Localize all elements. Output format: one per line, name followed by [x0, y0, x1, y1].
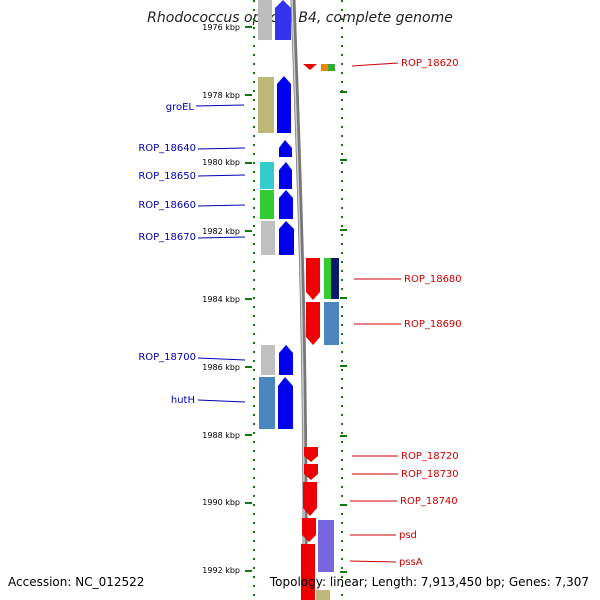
gene-label-rop-18720[interactable]: ROP_18720 [401, 451, 459, 462]
left-labels: groEL ROP_18640 ROP_18650 ROP_18660 ROP_… [138, 102, 196, 406]
connector [197, 174, 246, 177]
left-gene-arrows [275, 0, 294, 429]
gene-arrow[interactable] [303, 64, 317, 70]
left-label-lines [195, 104, 246, 403]
gene-label-rop-18730[interactable]: ROP_18730 [401, 469, 459, 480]
right-ticks [340, 91, 347, 573]
gene-label-rop-18680[interactable]: ROP_18680 [404, 274, 462, 285]
connector [197, 236, 246, 239]
gene-box[interactable] [324, 258, 331, 299]
gene-box[interactable] [259, 377, 275, 429]
right-feature-track [316, 64, 339, 600]
gene-label-rop-18700[interactable]: ROP_18700 [138, 352, 196, 363]
kbp-label: 1978 kbp [202, 91, 240, 100]
kbp-label: 1992 kbp [202, 566, 240, 575]
connector [197, 204, 246, 207]
gene-arrow[interactable] [277, 76, 291, 133]
connector [195, 104, 245, 107]
kbp-label: 1982 kbp [202, 227, 240, 236]
gene-box[interactable] [258, 0, 272, 40]
kbp-label: 1980 kbp [202, 158, 240, 167]
gene-arrow[interactable] [275, 0, 291, 40]
gene-box[interactable] [261, 345, 275, 375]
right-label-lines [349, 62, 401, 563]
kbp-label: 1976 kbp [202, 23, 240, 32]
guide-lines [253, 0, 343, 600]
gene-arrow[interactable] [306, 258, 320, 300]
gene-arrow[interactable] [302, 518, 316, 542]
gene-arrow[interactable] [279, 140, 292, 157]
gene-box[interactable] [261, 221, 275, 255]
gene-box[interactable] [324, 302, 339, 345]
gene-label-rop-18660[interactable]: ROP_18660 [138, 200, 196, 211]
gene-arrow[interactable] [279, 221, 294, 255]
gene-arrow[interactable] [304, 447, 318, 462]
gene-label-rop-18650[interactable]: ROP_18650 [138, 171, 196, 182]
gene-label-rop-18740[interactable]: ROP_18740 [400, 496, 458, 507]
gene-label-rop-18670[interactable]: ROP_18670 [138, 232, 196, 243]
kbp-label: 1988 kbp [202, 431, 240, 440]
gene-label-rop-18640[interactable]: ROP_18640 [138, 143, 196, 154]
kbp-label: 1984 kbp [202, 295, 240, 304]
gene-arrow[interactable] [301, 544, 315, 600]
gene-arrow[interactable] [306, 302, 320, 345]
gene-box[interactable] [258, 77, 274, 133]
gene-arrow[interactable] [303, 482, 317, 516]
gene-box[interactable] [328, 64, 335, 71]
kbp-label: 1986 kbp [202, 363, 240, 372]
gene-label-rop-18690[interactable]: ROP_18690 [404, 319, 462, 330]
gene-arrow[interactable] [279, 345, 293, 375]
connector [197, 399, 246, 403]
connector [197, 147, 246, 150]
kbp-ruler: 1976 kbp 1978 kbp 1980 kbp 1982 kbp 1984… [202, 23, 252, 575]
connector [349, 560, 397, 563]
accession-text: Accession: NC_012522 [8, 575, 145, 589]
genome-title: Rhodococcus opacus B4, complete genome [147, 10, 453, 26]
gene-box[interactable] [321, 64, 328, 71]
gene-label-pssa[interactable]: pssA [399, 557, 423, 568]
gene-box[interactable] [331, 258, 339, 299]
gene-box[interactable] [260, 190, 274, 219]
gene-arrow[interactable] [304, 464, 318, 480]
gene-box[interactable] [316, 590, 330, 600]
gene-arrow[interactable] [278, 377, 293, 429]
right-gene-arrows [301, 64, 320, 600]
gene-label-rop-18620[interactable]: ROP_18620 [401, 58, 459, 69]
gene-label-psd[interactable]: psd [399, 530, 417, 541]
topology-text: Topology: linear; Length: 7,913,450 bp; … [269, 575, 589, 589]
gene-arrow[interactable] [279, 162, 292, 189]
connector [351, 62, 399, 67]
kbp-label: 1990 kbp [202, 498, 240, 507]
right-labels: ROP_18620 ROP_18680 ROP_18690 ROP_18720 … [399, 58, 462, 568]
connector [197, 357, 246, 361]
gene-box[interactable] [260, 162, 274, 189]
gene-arrow[interactable] [279, 190, 293, 219]
left-feature-track [258, 0, 275, 429]
gene-label-groEL[interactable]: groEL [166, 102, 195, 113]
gene-label-huth[interactable]: hutH [171, 395, 195, 406]
gene-box[interactable] [318, 520, 334, 572]
